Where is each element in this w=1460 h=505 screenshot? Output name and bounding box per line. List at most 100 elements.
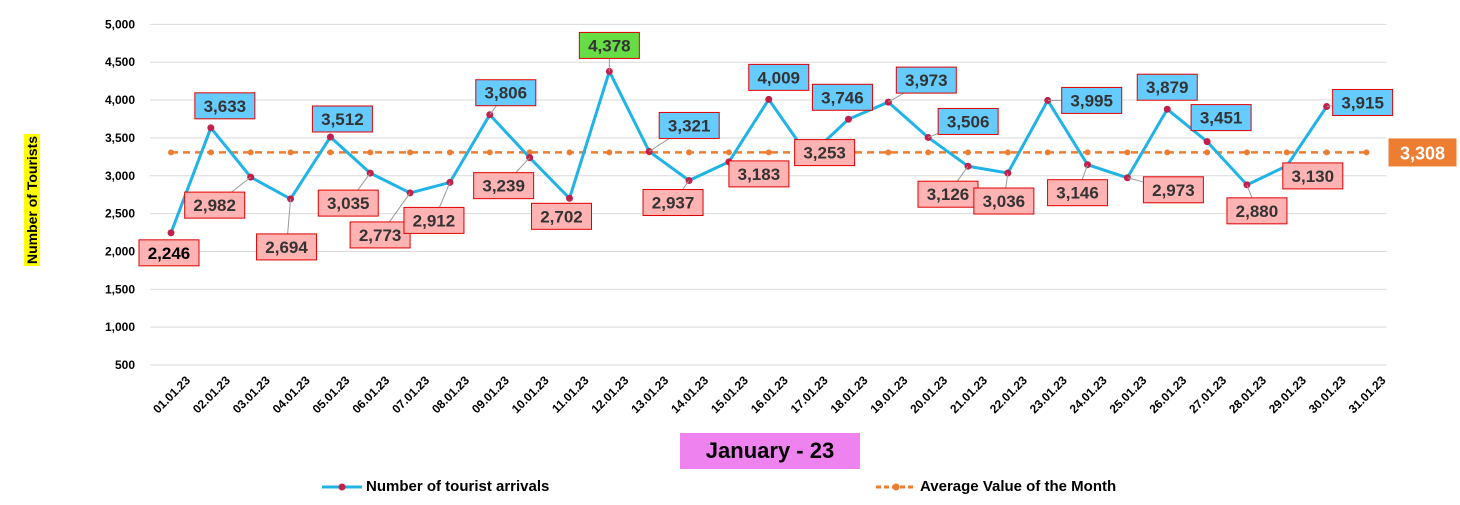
data-label-box: [1136, 73, 1198, 101]
data-label: 3,126: [927, 185, 970, 204]
x-tick-label: 24.01.23: [1067, 373, 1110, 416]
x-tick-label: 25.01.23: [1107, 373, 1150, 416]
arrivals-point: [566, 194, 573, 202]
x-tick-label: 23.01.23: [1027, 373, 1070, 416]
x-tick-label: 02.01.23: [190, 373, 233, 416]
average-point: [486, 149, 493, 156]
x-tick-label: 14.01.23: [668, 373, 711, 416]
data-label-box: [403, 206, 465, 234]
data-label: 2,937: [652, 194, 695, 213]
data-label: 2,773: [359, 226, 402, 245]
y-tick-label: 2,000: [105, 244, 135, 258]
data-label: 2,694: [265, 238, 308, 257]
average-point: [1004, 149, 1011, 156]
x-tick-label: 18.01.23: [828, 373, 871, 416]
data-label-box: [1332, 88, 1394, 116]
x-tick-label: 15.01.23: [708, 373, 751, 416]
data-label: 3,130: [1292, 167, 1335, 186]
y-axis-title: Number of Tourists: [24, 133, 40, 267]
legend-item-average: Average Value of the Month: [876, 478, 1116, 495]
data-label-box: [1282, 162, 1344, 190]
data-label: 3,995: [1070, 91, 1113, 110]
x-tick-label: 21.01.23: [947, 373, 990, 416]
data-label-box: [317, 189, 379, 217]
data-label-box: [642, 189, 704, 217]
data-label: 2,982: [193, 196, 236, 215]
arrivals-point: [1163, 105, 1171, 113]
data-label: 2,702: [540, 207, 583, 226]
data-label-box: [748, 63, 810, 91]
x-tick-label: 29.01.23: [1266, 373, 1309, 416]
legend-arrivals-swatch: [322, 483, 362, 490]
data-label: 3,746: [821, 88, 864, 107]
data-label: 3,512: [321, 110, 364, 129]
average-point: [686, 149, 693, 156]
data-label: 3,239: [482, 177, 525, 196]
y-tick-label: 4,000: [105, 93, 135, 107]
data-label: 4,378: [588, 36, 631, 55]
data-label-box: [311, 105, 373, 133]
x-tick-label: 26.01.23: [1146, 373, 1189, 416]
data-label: 3,451: [1200, 109, 1243, 128]
x-tick-label: 03.01.23: [230, 373, 273, 416]
x-tick-label: 06.01.23: [349, 373, 392, 416]
data-label-box: [895, 66, 957, 94]
y-tick-label: 3,000: [105, 169, 135, 183]
x-tick-label: 12.01.23: [589, 373, 632, 416]
y-tick-label: 500: [115, 358, 135, 372]
average-label-box: [1388, 138, 1457, 167]
data-label-box: [256, 233, 318, 261]
x-tick-label: 11.01.23: [549, 373, 592, 416]
average-point: [606, 149, 613, 156]
x-tick-label: 13.01.23: [628, 373, 671, 416]
average-point: [207, 149, 214, 156]
data-label-box: [728, 160, 790, 188]
average-label: 3,308: [1400, 143, 1445, 163]
arrivals-point: [326, 133, 334, 141]
data-label: 3,183: [738, 165, 781, 184]
data-label: 3,879: [1146, 78, 1189, 97]
data-label: 3,036: [983, 192, 1026, 211]
average-point: [1323, 149, 1330, 156]
average-point: [1243, 149, 1250, 156]
data-label: 3,035: [327, 194, 370, 213]
x-tick-label: 27.01.23: [1186, 373, 1229, 416]
data-label: 2,912: [413, 211, 456, 230]
average-point: [1204, 149, 1211, 156]
y-tick-label: 1,500: [105, 282, 135, 296]
x-tick-label: 09.01.23: [469, 373, 512, 416]
average-point: [1164, 149, 1171, 156]
data-label: 2,246: [148, 244, 191, 263]
data-label-box: [1226, 197, 1288, 225]
average-point: [446, 149, 453, 156]
data-label-box: [475, 79, 537, 107]
y-tick-label: 2,500: [105, 207, 135, 221]
x-tick-label: 22.01.23: [987, 373, 1030, 416]
y-tick-label: 3,500: [105, 131, 135, 145]
x-tick-label: 16.01.23: [748, 373, 791, 416]
data-label-box: [138, 239, 200, 267]
average-point: [1363, 149, 1370, 156]
x-tick-label: 07.01.23: [389, 373, 432, 416]
legend-average-swatch: [876, 483, 916, 490]
data-label-box: [194, 92, 256, 120]
average-point: [1283, 149, 1290, 156]
y-tick-label: 4,500: [105, 55, 135, 69]
data-label: 3,146: [1056, 184, 1099, 203]
data-label-box: [349, 221, 411, 249]
arrivals-point: [765, 95, 773, 103]
average-point: [168, 149, 174, 156]
average-point: [925, 149, 932, 156]
arrivals-point: [167, 229, 175, 237]
x-tick-label: 20.01.23: [907, 373, 950, 416]
arrivals-point: [1203, 138, 1211, 146]
x-tick-label: 05.01.23: [310, 373, 353, 416]
average-point: [367, 149, 374, 156]
average-point: [407, 149, 414, 156]
average-point: [566, 149, 573, 156]
x-tick-label: 19.01.23: [867, 373, 910, 416]
average-point: [725, 149, 732, 156]
data-label: 3,915: [1341, 93, 1384, 112]
average-point: [287, 149, 294, 156]
